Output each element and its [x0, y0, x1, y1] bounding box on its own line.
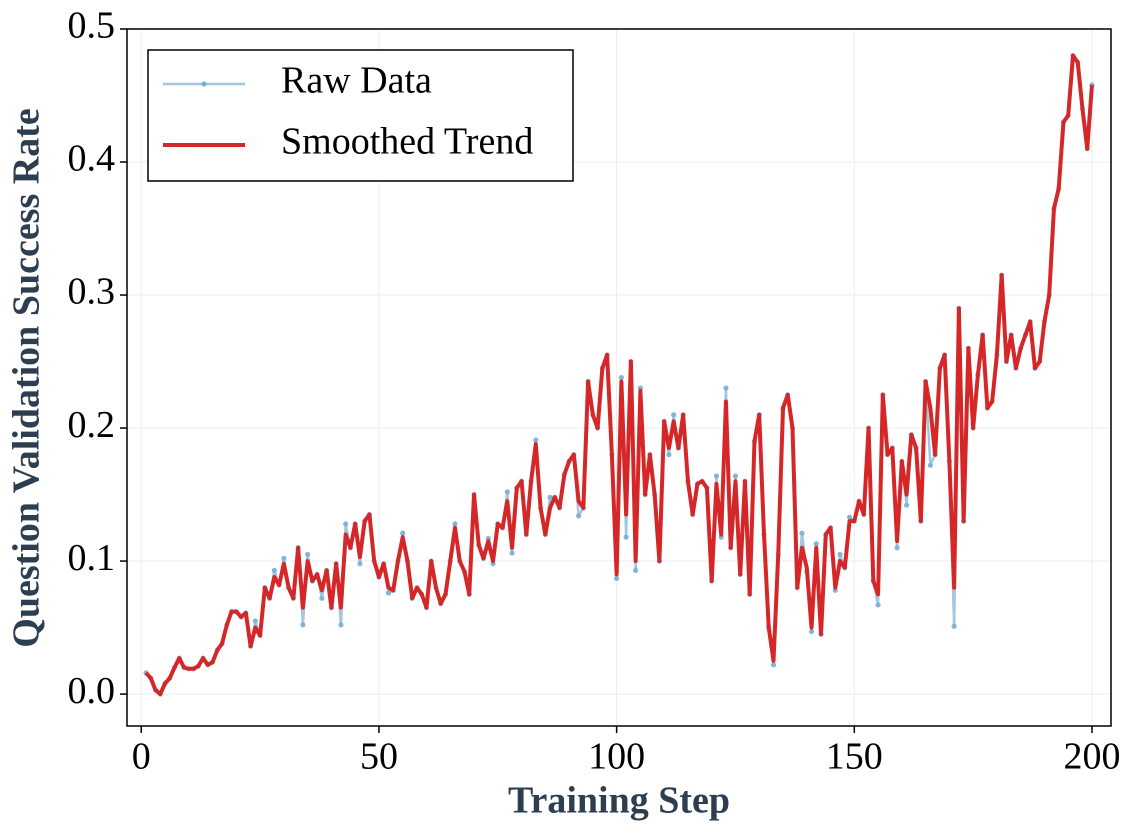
x-axis-label: Training Step	[508, 780, 730, 822]
data-point	[875, 602, 881, 608]
data-point	[808, 628, 815, 635]
data-point	[614, 575, 620, 581]
legend-marker	[201, 81, 207, 87]
data-point	[547, 494, 553, 500]
data-point	[252, 618, 258, 624]
data-point	[400, 530, 406, 536]
data-point	[509, 550, 515, 556]
data-point	[338, 622, 344, 628]
y-axis-label: Question Validation Success Rate	[6, 108, 48, 647]
y-tick-label: 0.3	[68, 271, 116, 313]
x-tick-label: 150	[826, 736, 883, 778]
data-point	[305, 551, 311, 558]
data-point	[385, 590, 392, 596]
x-tick-label: 0	[132, 736, 151, 778]
data-point	[666, 452, 672, 458]
data-point	[357, 561, 363, 567]
y-tick-label: 0.2	[68, 404, 116, 446]
y-tick-label: 0.4	[68, 138, 116, 180]
legend-box	[147, 49, 574, 182]
x-tick-label: 50	[360, 736, 398, 778]
legend-label: Raw Data	[281, 60, 432, 102]
data-point	[846, 514, 853, 520]
data-point	[623, 534, 629, 540]
data-point	[504, 489, 510, 495]
data-point	[281, 555, 287, 562]
data-point	[300, 622, 306, 628]
data-point	[271, 567, 277, 573]
data-point	[575, 513, 582, 519]
data-point	[723, 385, 729, 391]
y-tick-label: 0.5	[68, 5, 116, 47]
plot-frame	[126, 28, 1112, 727]
data-point	[799, 530, 805, 536]
data-point	[927, 462, 933, 468]
data-point	[618, 374, 624, 381]
y-tick-label: 0.1	[68, 537, 116, 579]
data-point	[813, 541, 819, 547]
data-point	[533, 437, 539, 443]
data-point	[633, 567, 639, 573]
data-point	[713, 473, 720, 479]
data-point	[903, 502, 910, 508]
x-tick-label: 100	[588, 736, 645, 778]
y-tick-label: 0.0	[68, 670, 116, 712]
data-point	[671, 412, 677, 418]
data-point	[770, 662, 777, 668]
data-point	[343, 521, 349, 527]
data-point	[319, 595, 325, 601]
legend-label: Smoothed Trend	[281, 121, 533, 163]
x-tick-label: 200	[1063, 736, 1120, 778]
data-point	[732, 473, 739, 479]
data-point	[951, 623, 957, 629]
data-point	[837, 551, 843, 558]
series-line	[144, 53, 1094, 697]
data-point	[452, 521, 458, 527]
data-point	[894, 545, 900, 551]
